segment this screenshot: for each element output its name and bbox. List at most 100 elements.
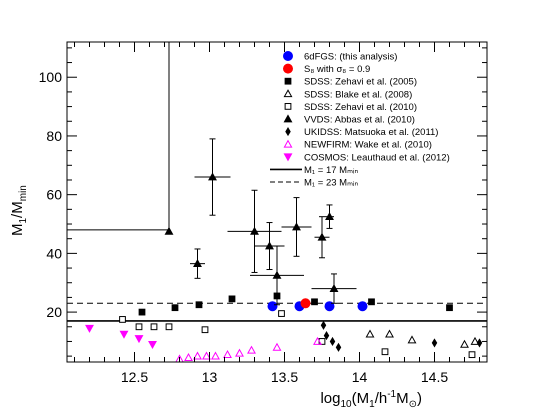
- data-point: [476, 338, 483, 348]
- data-point: [85, 324, 94, 333]
- legend-label: COSMOS: Leauthaud et al. (2012): [304, 152, 450, 163]
- data-point: [193, 259, 202, 268]
- data-point: [247, 345, 256, 354]
- legend-label: S₈ with σ₈ = 0.9: [304, 64, 370, 75]
- data-point: [201, 326, 209, 334]
- data-point: [460, 339, 469, 348]
- data-point: [329, 283, 339, 292]
- series-group: [85, 324, 157, 350]
- data-point: [223, 350, 232, 359]
- axis-ticks: 12.5 13 13.5 14 14.5 20 40 60 80 100: [39, 42, 487, 385]
- data-point: [324, 301, 335, 312]
- data-point: [148, 341, 157, 350]
- y-tick-label: 60: [46, 187, 62, 203]
- data-point: [208, 172, 217, 181]
- data-point: [119, 316, 126, 323]
- data-point: [267, 301, 278, 312]
- data-point: [325, 212, 334, 221]
- data-point: [329, 336, 336, 347]
- data-point: [365, 329, 375, 338]
- data-point: [171, 304, 179, 312]
- data-point: [184, 352, 193, 361]
- legend-label: 6dFGS: (this analysis): [304, 52, 397, 63]
- legend-label: SDSS: Blake et al. (2008): [304, 89, 412, 100]
- legend-entry: 6dFGS: (this analysis): [283, 51, 397, 63]
- data-point: [119, 330, 129, 339]
- data-marks: [85, 138, 483, 363]
- data-point: [323, 331, 330, 341]
- data-point: [368, 298, 375, 306]
- data-point: [202, 351, 211, 360]
- data-point: [272, 342, 282, 351]
- data-point: [320, 320, 327, 330]
- legend-label: M₁ = 17 Mₘᵢₙ: [304, 165, 358, 176]
- x-tick-label: 12.5: [121, 369, 148, 385]
- series-group: [300, 298, 311, 309]
- y-tick-label: 20: [46, 304, 62, 320]
- legend-entry: M₁ = 17 Mₘᵢₙ: [270, 165, 358, 176]
- data-point: [150, 323, 158, 331]
- data-point: [407, 335, 417, 344]
- data-point: [135, 323, 143, 331]
- series-group: [365, 329, 480, 348]
- legend-marker: [283, 153, 293, 162]
- data-point: [313, 336, 322, 345]
- series-group: [164, 138, 357, 306]
- legend-entry: S₈ with σ₈ = 0.9: [283, 63, 370, 75]
- x-tick-label: 14.5: [421, 369, 448, 385]
- data-point: [265, 241, 274, 250]
- x-tick-label: 13: [202, 369, 218, 385]
- data-point: [165, 323, 173, 331]
- legend-label: UKIDSS: Matsuoka et al. (2011): [304, 127, 438, 138]
- legend-marker: [284, 103, 292, 110]
- data-point: [381, 348, 389, 356]
- legend-entry: SDSS: Zehavi et al. (2005): [284, 77, 417, 88]
- legend-label: SDSS: Zehavi et al. (2010): [304, 102, 417, 113]
- legend-label: M₁ = 23 Mₘᵢₙ: [304, 178, 358, 189]
- data-point: [300, 298, 311, 309]
- series-group: [175, 336, 322, 363]
- data-point: [335, 342, 342, 352]
- legend-entry: M₁ = 23 Mₘᵢₙ: [270, 178, 358, 189]
- data-point: [164, 226, 174, 235]
- legend-entry: COSMOS: Leauthaud et al. (2012): [283, 152, 450, 163]
- y-axis-label: M1/Mmin: [9, 185, 29, 236]
- data-point: [311, 298, 318, 306]
- legend-marker: [283, 63, 293, 74]
- legend-label: VVDS: Abbas et al. (2010): [304, 115, 415, 126]
- legend-entry: SDSS: Blake et al. (2008): [283, 89, 412, 100]
- plot-frame: [66, 41, 488, 363]
- data-point: [470, 336, 480, 345]
- legend-entry: UKIDSS: Matsuoka et al. (2011): [285, 127, 438, 138]
- x-tick-label: 13.5: [271, 369, 298, 385]
- legend-marker: [285, 127, 291, 137]
- series-group: [267, 301, 368, 312]
- data-point: [292, 222, 301, 231]
- data-point: [211, 351, 220, 360]
- legend-marker: [283, 89, 293, 98]
- data-point: [446, 304, 453, 312]
- data-point: [235, 348, 244, 357]
- data-point: [250, 226, 259, 235]
- data-point: [431, 338, 438, 348]
- legend-entry: NEWFIRM: Wake et al. (2010): [283, 139, 432, 151]
- legend-marker: [284, 77, 292, 85]
- y-tick-label: 100: [39, 69, 63, 85]
- legend-marker: [283, 51, 293, 61]
- legend-entry: VVDS: Abbas et al. (2010): [283, 114, 415, 126]
- legend-marker: [283, 114, 293, 123]
- data-point: [193, 351, 202, 360]
- legend-label: NEWFIRM: Wake et al. (2010): [304, 140, 432, 151]
- y-tick-label: 40: [46, 245, 62, 261]
- data-point: [317, 232, 327, 241]
- legend: 6dFGS: (this analysis)S₈ with σ₈ = 0.9 SD…: [270, 51, 450, 189]
- x-axis-label: log10(M1/h-1M⊙): [320, 389, 422, 410]
- series-group: [320, 320, 483, 352]
- data-point: [468, 351, 476, 359]
- legend-marker: [283, 139, 293, 148]
- data-point: [134, 335, 144, 344]
- legend-entry: SDSS: Zehavi et al. (2010): [284, 102, 417, 113]
- legend-label: SDSS: Zehavi et al. (2005): [304, 77, 417, 88]
- data-point: [357, 301, 368, 312]
